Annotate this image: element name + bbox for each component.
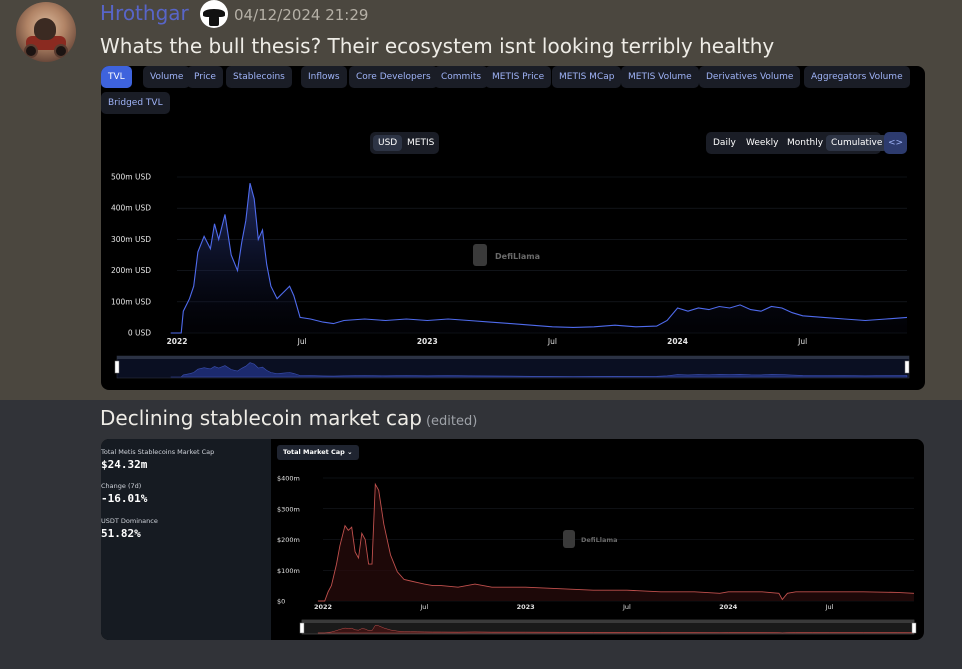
x-tick-label: 2024 bbox=[719, 603, 738, 611]
tab-commits[interactable]: Commits bbox=[434, 66, 489, 88]
period-weekly-option[interactable]: Weekly bbox=[746, 138, 779, 148]
y-tick-label: 0 USD bbox=[128, 329, 151, 338]
tab-stablecoins[interactable]: Stablecoins bbox=[226, 66, 292, 88]
x-tick-label: Jul bbox=[297, 337, 307, 346]
y-tick-label: $300m bbox=[277, 505, 300, 513]
x-tick-label: Jul bbox=[622, 603, 631, 611]
bonsai-badge-icon[interactable] bbox=[200, 0, 228, 28]
y-tick-label: 300m USD bbox=[111, 235, 151, 244]
stat-value-change: -16.01% bbox=[101, 492, 148, 505]
y-tick-label: $400m bbox=[277, 475, 300, 483]
stat-label-total-mcap: Total Metis Stablecoins Market Cap bbox=[101, 448, 215, 456]
stable-x-ticks: 2022 Jul 2023 Jul 2024 Jul bbox=[314, 603, 834, 611]
x-tick-label: 2023 bbox=[417, 337, 438, 346]
y-tick-label: $100m bbox=[277, 567, 300, 575]
x-tick-label: 2022 bbox=[314, 603, 332, 611]
x-tick-label: 2023 bbox=[517, 603, 535, 611]
tab-inflows[interactable]: Inflows bbox=[301, 66, 347, 88]
stablecoin-chart-embed[interactable]: Total Metis Stablecoins Market Cap $24.3… bbox=[101, 439, 924, 640]
tvl-area bbox=[170, 183, 907, 333]
stat-label-change: Change (7d) bbox=[101, 482, 142, 490]
tab-bridged-tvl[interactable]: Bridged TVL bbox=[101, 92, 170, 114]
tvl-chart-embed[interactable]: TVL Volume Price Stablecoins Inflows Core Dev… bbox=[101, 66, 925, 390]
svg-text:DefiLlama: DefiLlama bbox=[581, 536, 618, 544]
y-tick-label: $200m bbox=[277, 536, 300, 544]
x-tick-label: 2024 bbox=[667, 337, 688, 346]
currency-toggle: USD METIS bbox=[370, 132, 439, 154]
y-tick-label: 100m USD bbox=[111, 297, 151, 306]
x-tick-label: Jul bbox=[419, 603, 428, 611]
user-avatar[interactable] bbox=[16, 2, 76, 62]
stat-value-usdt: 51.82% bbox=[101, 527, 141, 540]
tvl-chart: 0 USD 100m USD 200m USD 300m USD 400m USD 500… bbox=[111, 173, 910, 379]
stable-line bbox=[317, 482, 915, 602]
tab-derivatives-volume[interactable]: Derivatives Volume bbox=[699, 66, 801, 88]
currency-usd-option[interactable]: USD bbox=[373, 135, 403, 151]
range-slider-2[interactable] bbox=[299, 619, 917, 635]
tab-metis-mcap[interactable]: METIS MCap bbox=[552, 66, 622, 88]
tab-aggregators-volume[interactable]: Aggregators Volume bbox=[804, 66, 910, 88]
currency-metis-option[interactable]: METIS bbox=[407, 138, 435, 148]
range-handle-right[interactable] bbox=[904, 360, 910, 374]
edited-label: (edited) bbox=[425, 414, 478, 429]
y-tick-label: $0 bbox=[277, 598, 285, 606]
range-slider[interactable] bbox=[114, 355, 910, 379]
stablecoin-chart: $0$100m$200m$300m$400m 2022 Jul 2023 Jul 202… bbox=[277, 475, 917, 635]
stable-y-ticks: $0 $100m $200m $300m $400m bbox=[277, 475, 300, 606]
tab-volume[interactable]: Volume bbox=[143, 66, 191, 88]
x-tick-label: 2022 bbox=[167, 337, 188, 346]
message-timestamp: 04/12/2024 21:29 bbox=[234, 6, 369, 24]
tvl-y-ticks: 0 USD 100m USD 200m USD 300m USD 400m USD 500… bbox=[111, 173, 151, 338]
y-tick-label: 200m USD bbox=[111, 266, 151, 275]
tab-metis-price[interactable]: METIS Price bbox=[485, 66, 552, 88]
range-handle-left[interactable] bbox=[114, 360, 120, 374]
tab-metis-volume[interactable]: METIS Volume bbox=[621, 66, 699, 88]
message-text-2: Declining stablecoin market cap (edited) bbox=[100, 406, 478, 430]
tab-price[interactable]: Price bbox=[187, 66, 223, 88]
message-text: Whats the bull thesis? Their ecosystem i… bbox=[100, 34, 775, 58]
defillama-watermark: DefiLlama bbox=[473, 244, 540, 266]
period-monthly-option[interactable]: Monthly bbox=[787, 138, 824, 148]
stat-value-total-mcap: $24.32m bbox=[101, 458, 148, 471]
tvl-x-ticks: 2022 Jul 2023 Jul 2024 Jul bbox=[167, 337, 808, 346]
tvl-line bbox=[170, 183, 908, 334]
market-cap-dropdown[interactable]: Total Market Cap ⌄ bbox=[277, 445, 359, 460]
svg-text:DefiLlama: DefiLlama bbox=[495, 252, 540, 261]
avatar-wheel bbox=[24, 44, 38, 58]
tab-core-developers[interactable]: Core Developers bbox=[349, 66, 438, 88]
username[interactable]: Hrothgar bbox=[100, 1, 189, 25]
embed-code-icon[interactable]: <> bbox=[884, 132, 907, 154]
defillama-watermark-2: DefiLlama bbox=[563, 530, 618, 548]
y-tick-label: 500m USD bbox=[111, 173, 151, 182]
period-cumulative-option[interactable]: Cumulative bbox=[826, 135, 888, 151]
stable-area bbox=[317, 484, 914, 601]
period-daily-option[interactable]: Daily bbox=[713, 138, 736, 148]
tab-tvl[interactable]: TVL bbox=[101, 66, 132, 88]
period-toggle: Daily Weekly Monthly Cumulative bbox=[706, 132, 888, 154]
avatar-rider bbox=[34, 18, 56, 40]
x-tick-label: Jul bbox=[797, 337, 807, 346]
avatar-wheel bbox=[54, 44, 68, 58]
x-tick-label: Jul bbox=[825, 603, 834, 611]
stat-label-usdt: USDT Dominance bbox=[101, 517, 158, 525]
x-tick-label: Jul bbox=[547, 337, 557, 346]
chevron-down-icon: ⌄ bbox=[347, 448, 353, 456]
stats-panel: Total Metis Stablecoins Market Cap $24.3… bbox=[101, 439, 271, 640]
y-tick-label: 400m USD bbox=[111, 204, 151, 213]
range-handle-left-2[interactable] bbox=[299, 622, 305, 634]
range-handle-right-2[interactable] bbox=[911, 622, 917, 634]
